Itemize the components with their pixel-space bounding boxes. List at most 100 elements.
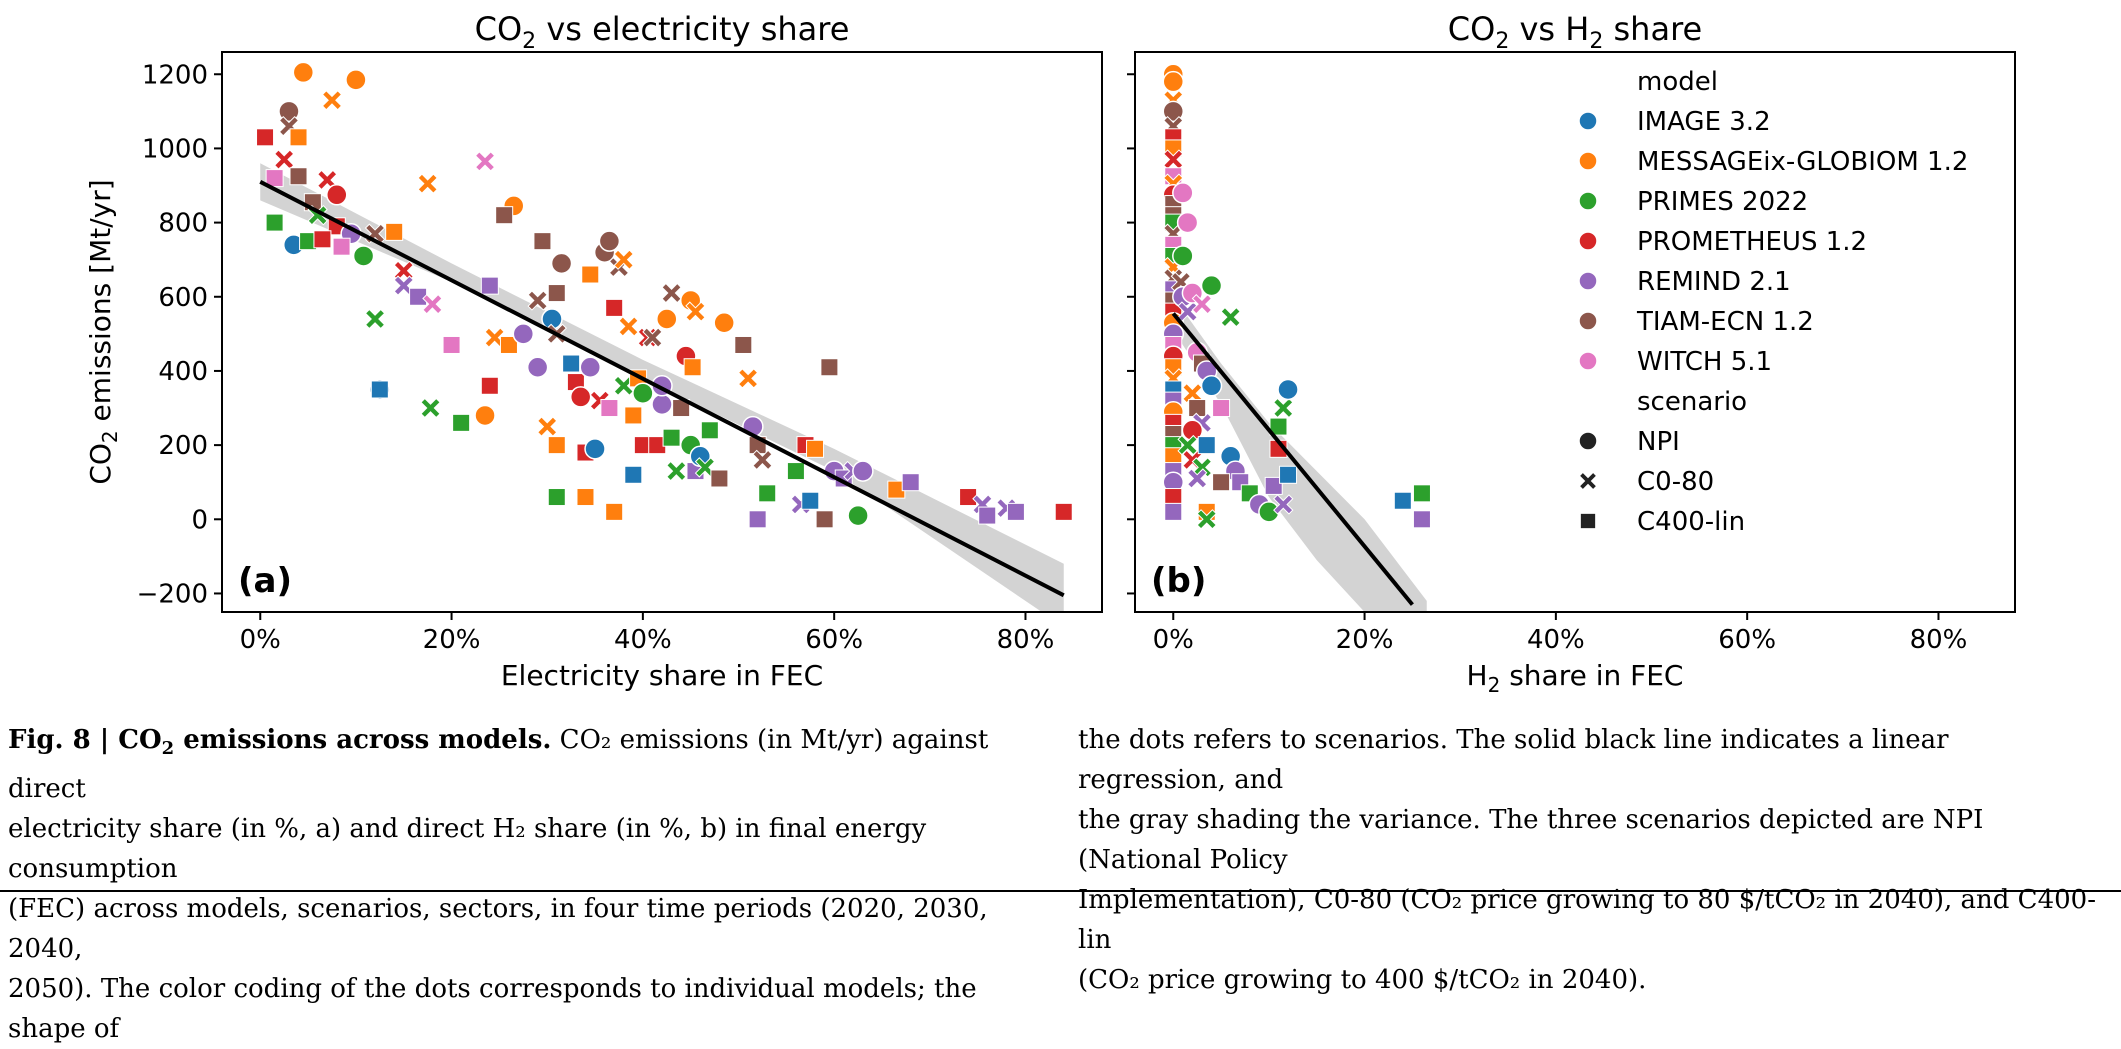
caption-line: the gray shading the variance. The three…: [1078, 805, 1984, 875]
data-point: [847, 504, 869, 527]
data-point: [978, 506, 997, 525]
x-tick-label: 60%: [1718, 625, 1776, 655]
data-point: [685, 301, 706, 322]
data-point: [605, 298, 624, 317]
data-point: [385, 222, 404, 241]
data-point: [273, 149, 295, 170]
y-tick-label: −200: [137, 579, 208, 609]
caption-line: Fig. 8 | CO2 emissions across models. CO…: [8, 725, 989, 805]
confidence-band-area: [1173, 296, 1427, 612]
data-point: [713, 311, 735, 334]
y-tick-label: 600: [158, 283, 208, 313]
data-point: [1163, 149, 1184, 170]
data-point: [1176, 211, 1199, 234]
caption-bottom-rule: [0, 890, 2121, 892]
data-point: [442, 335, 461, 354]
data-point: [1393, 491, 1412, 510]
data-point: [332, 237, 351, 256]
legend-model-marker: [1578, 151, 1598, 171]
data-point: [321, 90, 343, 111]
legend-model-marker: [1578, 351, 1598, 371]
caption-line: 2050). The color coding of the dots corr…: [8, 974, 977, 1045]
figure: CO2 vs electricity share 0% 20% 40% 60% 80% …: [84, 10, 2016, 697]
data-point: [737, 368, 759, 389]
data-point: [1197, 436, 1216, 455]
panel-a-y-label: CO2 emissions [Mt/yr]: [84, 179, 122, 484]
x-tick-label: 20%: [1336, 625, 1394, 655]
caption-line: (FEC) across models, scenarios, sectors,…: [8, 894, 988, 965]
x-tick-label: 80%: [1910, 625, 1968, 655]
data-point: [1412, 484, 1431, 503]
data-point: [1162, 100, 1185, 123]
panel-b-title: CO2 vs H2 share: [1448, 10, 1702, 54]
panel-a-regression-line: [259, 180, 1065, 598]
legend-model-label: TIAM-ECN 1.2: [1636, 307, 1814, 337]
panel-a-title: CO2 vs electricity share: [475, 10, 850, 54]
data-point: [533, 232, 552, 251]
data-point: [417, 173, 438, 194]
data-point: [758, 484, 777, 503]
data-point: [748, 510, 767, 529]
data-point: [1264, 476, 1283, 495]
data-point: [852, 460, 874, 482]
data-point: [656, 308, 678, 330]
data-point: [632, 382, 654, 404]
caption-left-column: Fig. 8 | CO2 emissions across models. CO…: [8, 720, 1028, 1049]
data-point: [512, 323, 535, 345]
legend-model-marker: [1578, 311, 1598, 331]
data-point: [537, 416, 558, 437]
legend-model-marker: [1578, 271, 1598, 291]
caption-line: the dots refers to scenarios. The solid …: [1078, 725, 1949, 795]
legend-model-marker: [1578, 111, 1598, 131]
data-point: [600, 399, 619, 418]
panel-b-confidence-band: [1173, 296, 1427, 612]
data-point: [734, 335, 753, 354]
legend: model IMAGE 3.2 MESSAGEix-GLOBIOM 1.2 PRIME…: [1578, 67, 1968, 537]
panel-a-y-ticks: −200 0 200 400 600 800 1000 1200: [137, 60, 222, 609]
data-point: [1196, 509, 1217, 530]
data-point: [526, 356, 549, 378]
data-point: [550, 252, 573, 275]
data-point: [1269, 417, 1288, 436]
data-point: [1172, 245, 1194, 267]
data-point: [292, 61, 315, 84]
data-point: [1054, 502, 1073, 521]
legend-scenario-marker: [1578, 471, 1598, 491]
data-point: [1220, 306, 1241, 328]
y-tick-label: 200: [158, 431, 208, 461]
data-point: [1186, 468, 1208, 489]
x-tick-label: 0%: [1153, 625, 1194, 655]
data-point: [364, 308, 386, 330]
data-point: [1412, 510, 1431, 529]
caption-line: (CO₂ price growing to 400 $/tCO₂ in 2040…: [1078, 965, 1647, 995]
panel-b-y-ticks: [1127, 73, 1135, 595]
legend-scenario-label: NPI: [1637, 427, 1680, 457]
data-point: [662, 428, 681, 447]
data-point: [452, 413, 471, 432]
data-point: [820, 358, 839, 377]
data-point: [613, 249, 634, 270]
data-point: [661, 282, 682, 304]
data-point: [547, 488, 566, 507]
data-point: [1182, 382, 1203, 404]
data-point: [265, 169, 284, 188]
data-point: [806, 439, 825, 458]
data-point: [700, 421, 719, 440]
panel-a-label: (a): [238, 561, 292, 601]
data-point: [480, 276, 499, 295]
data-point: [1191, 293, 1213, 315]
data-point: [326, 184, 348, 206]
data-point: [710, 469, 729, 488]
legend-model-label: IMAGE 3.2: [1637, 107, 1771, 137]
data-point: [278, 100, 300, 123]
panel-a-x-label: Electricity share in FEC: [501, 659, 823, 692]
panel-a-frame: [221, 51, 1103, 613]
data-point: [393, 260, 414, 282]
data-point: [576, 488, 595, 507]
legend-model-label: PROMETHEUS 1.2: [1637, 227, 1867, 257]
x-tick-label: 20%: [423, 625, 481, 655]
panel-b-frame: [1134, 51, 2016, 613]
legend-model-label: PRIMES 2022: [1637, 187, 1808, 217]
data-point: [547, 284, 566, 303]
data-point: [581, 265, 600, 284]
